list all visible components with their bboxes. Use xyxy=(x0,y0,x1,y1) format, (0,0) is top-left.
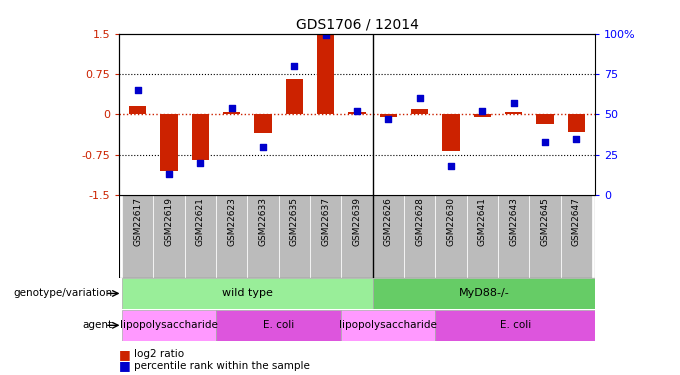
Bar xyxy=(373,278,595,309)
Point xyxy=(571,136,581,142)
Point xyxy=(352,108,362,114)
Bar xyxy=(435,195,466,278)
Point xyxy=(226,105,237,111)
Bar xyxy=(404,195,435,278)
Text: GSM22635: GSM22635 xyxy=(290,198,299,246)
Text: MyD88-/-: MyD88-/- xyxy=(458,288,509,298)
Text: GSM22639: GSM22639 xyxy=(352,198,362,246)
Text: E. coli: E. coli xyxy=(500,320,531,330)
Bar xyxy=(341,310,435,340)
Bar xyxy=(341,195,373,278)
Bar xyxy=(373,195,404,278)
Point xyxy=(320,32,331,38)
Point xyxy=(289,63,300,69)
Text: lipopolysaccharide: lipopolysaccharide xyxy=(339,320,437,330)
Text: GSM22645: GSM22645 xyxy=(541,198,549,246)
Text: GSM22619: GSM22619 xyxy=(165,198,173,246)
Bar xyxy=(310,195,341,278)
Text: GSM22637: GSM22637 xyxy=(321,198,330,246)
Point xyxy=(164,171,175,177)
Bar xyxy=(223,112,240,114)
Bar xyxy=(216,195,248,278)
Text: lipopolysaccharide: lipopolysaccharide xyxy=(120,320,218,330)
Bar xyxy=(248,195,279,278)
Bar xyxy=(192,114,209,160)
Text: agent: agent xyxy=(82,320,112,330)
Point xyxy=(414,95,425,101)
Point xyxy=(508,100,519,106)
Point xyxy=(383,116,394,122)
Text: genotype/variation: genotype/variation xyxy=(13,288,112,298)
Bar xyxy=(185,195,216,278)
Bar xyxy=(537,114,554,124)
Bar xyxy=(286,80,303,114)
Bar xyxy=(466,195,498,278)
Bar xyxy=(379,114,397,117)
Text: E. coli: E. coli xyxy=(263,320,294,330)
Text: GSM22621: GSM22621 xyxy=(196,198,205,246)
Text: GSM22617: GSM22617 xyxy=(133,198,142,246)
Text: ■: ■ xyxy=(119,359,135,372)
Bar xyxy=(317,34,335,114)
Bar xyxy=(498,195,529,278)
Point xyxy=(477,108,488,114)
Bar xyxy=(122,310,216,340)
Text: ■: ■ xyxy=(119,348,135,361)
Text: GSM22643: GSM22643 xyxy=(509,198,518,246)
Text: GSM22630: GSM22630 xyxy=(447,198,456,246)
Text: GSM22633: GSM22633 xyxy=(258,198,267,246)
Text: GSM22623: GSM22623 xyxy=(227,198,236,246)
Bar xyxy=(154,195,185,278)
Text: GSM22628: GSM22628 xyxy=(415,198,424,246)
Bar xyxy=(505,112,522,114)
Bar xyxy=(474,114,491,117)
Text: GSM22626: GSM22626 xyxy=(384,198,393,246)
Bar xyxy=(122,278,373,309)
Text: GSM22641: GSM22641 xyxy=(478,198,487,246)
Bar xyxy=(411,109,428,114)
Text: wild type: wild type xyxy=(222,288,273,298)
Point xyxy=(195,160,206,166)
Title: GDS1706 / 12014: GDS1706 / 12014 xyxy=(296,17,418,31)
Point xyxy=(258,144,269,150)
Bar xyxy=(560,195,592,278)
Bar xyxy=(348,112,366,114)
Text: GSM22647: GSM22647 xyxy=(572,198,581,246)
Text: percentile rank within the sample: percentile rank within the sample xyxy=(134,361,310,370)
Bar xyxy=(279,195,310,278)
Text: log2 ratio: log2 ratio xyxy=(134,350,184,359)
Point xyxy=(539,139,550,145)
Bar xyxy=(160,114,177,171)
Bar xyxy=(122,195,154,278)
Bar xyxy=(216,310,341,340)
Bar xyxy=(529,195,560,278)
Bar xyxy=(254,114,272,133)
Point xyxy=(445,163,456,169)
Bar xyxy=(442,114,460,151)
Bar xyxy=(129,106,146,114)
Bar xyxy=(435,310,595,340)
Bar xyxy=(568,114,585,132)
Point xyxy=(133,87,143,93)
